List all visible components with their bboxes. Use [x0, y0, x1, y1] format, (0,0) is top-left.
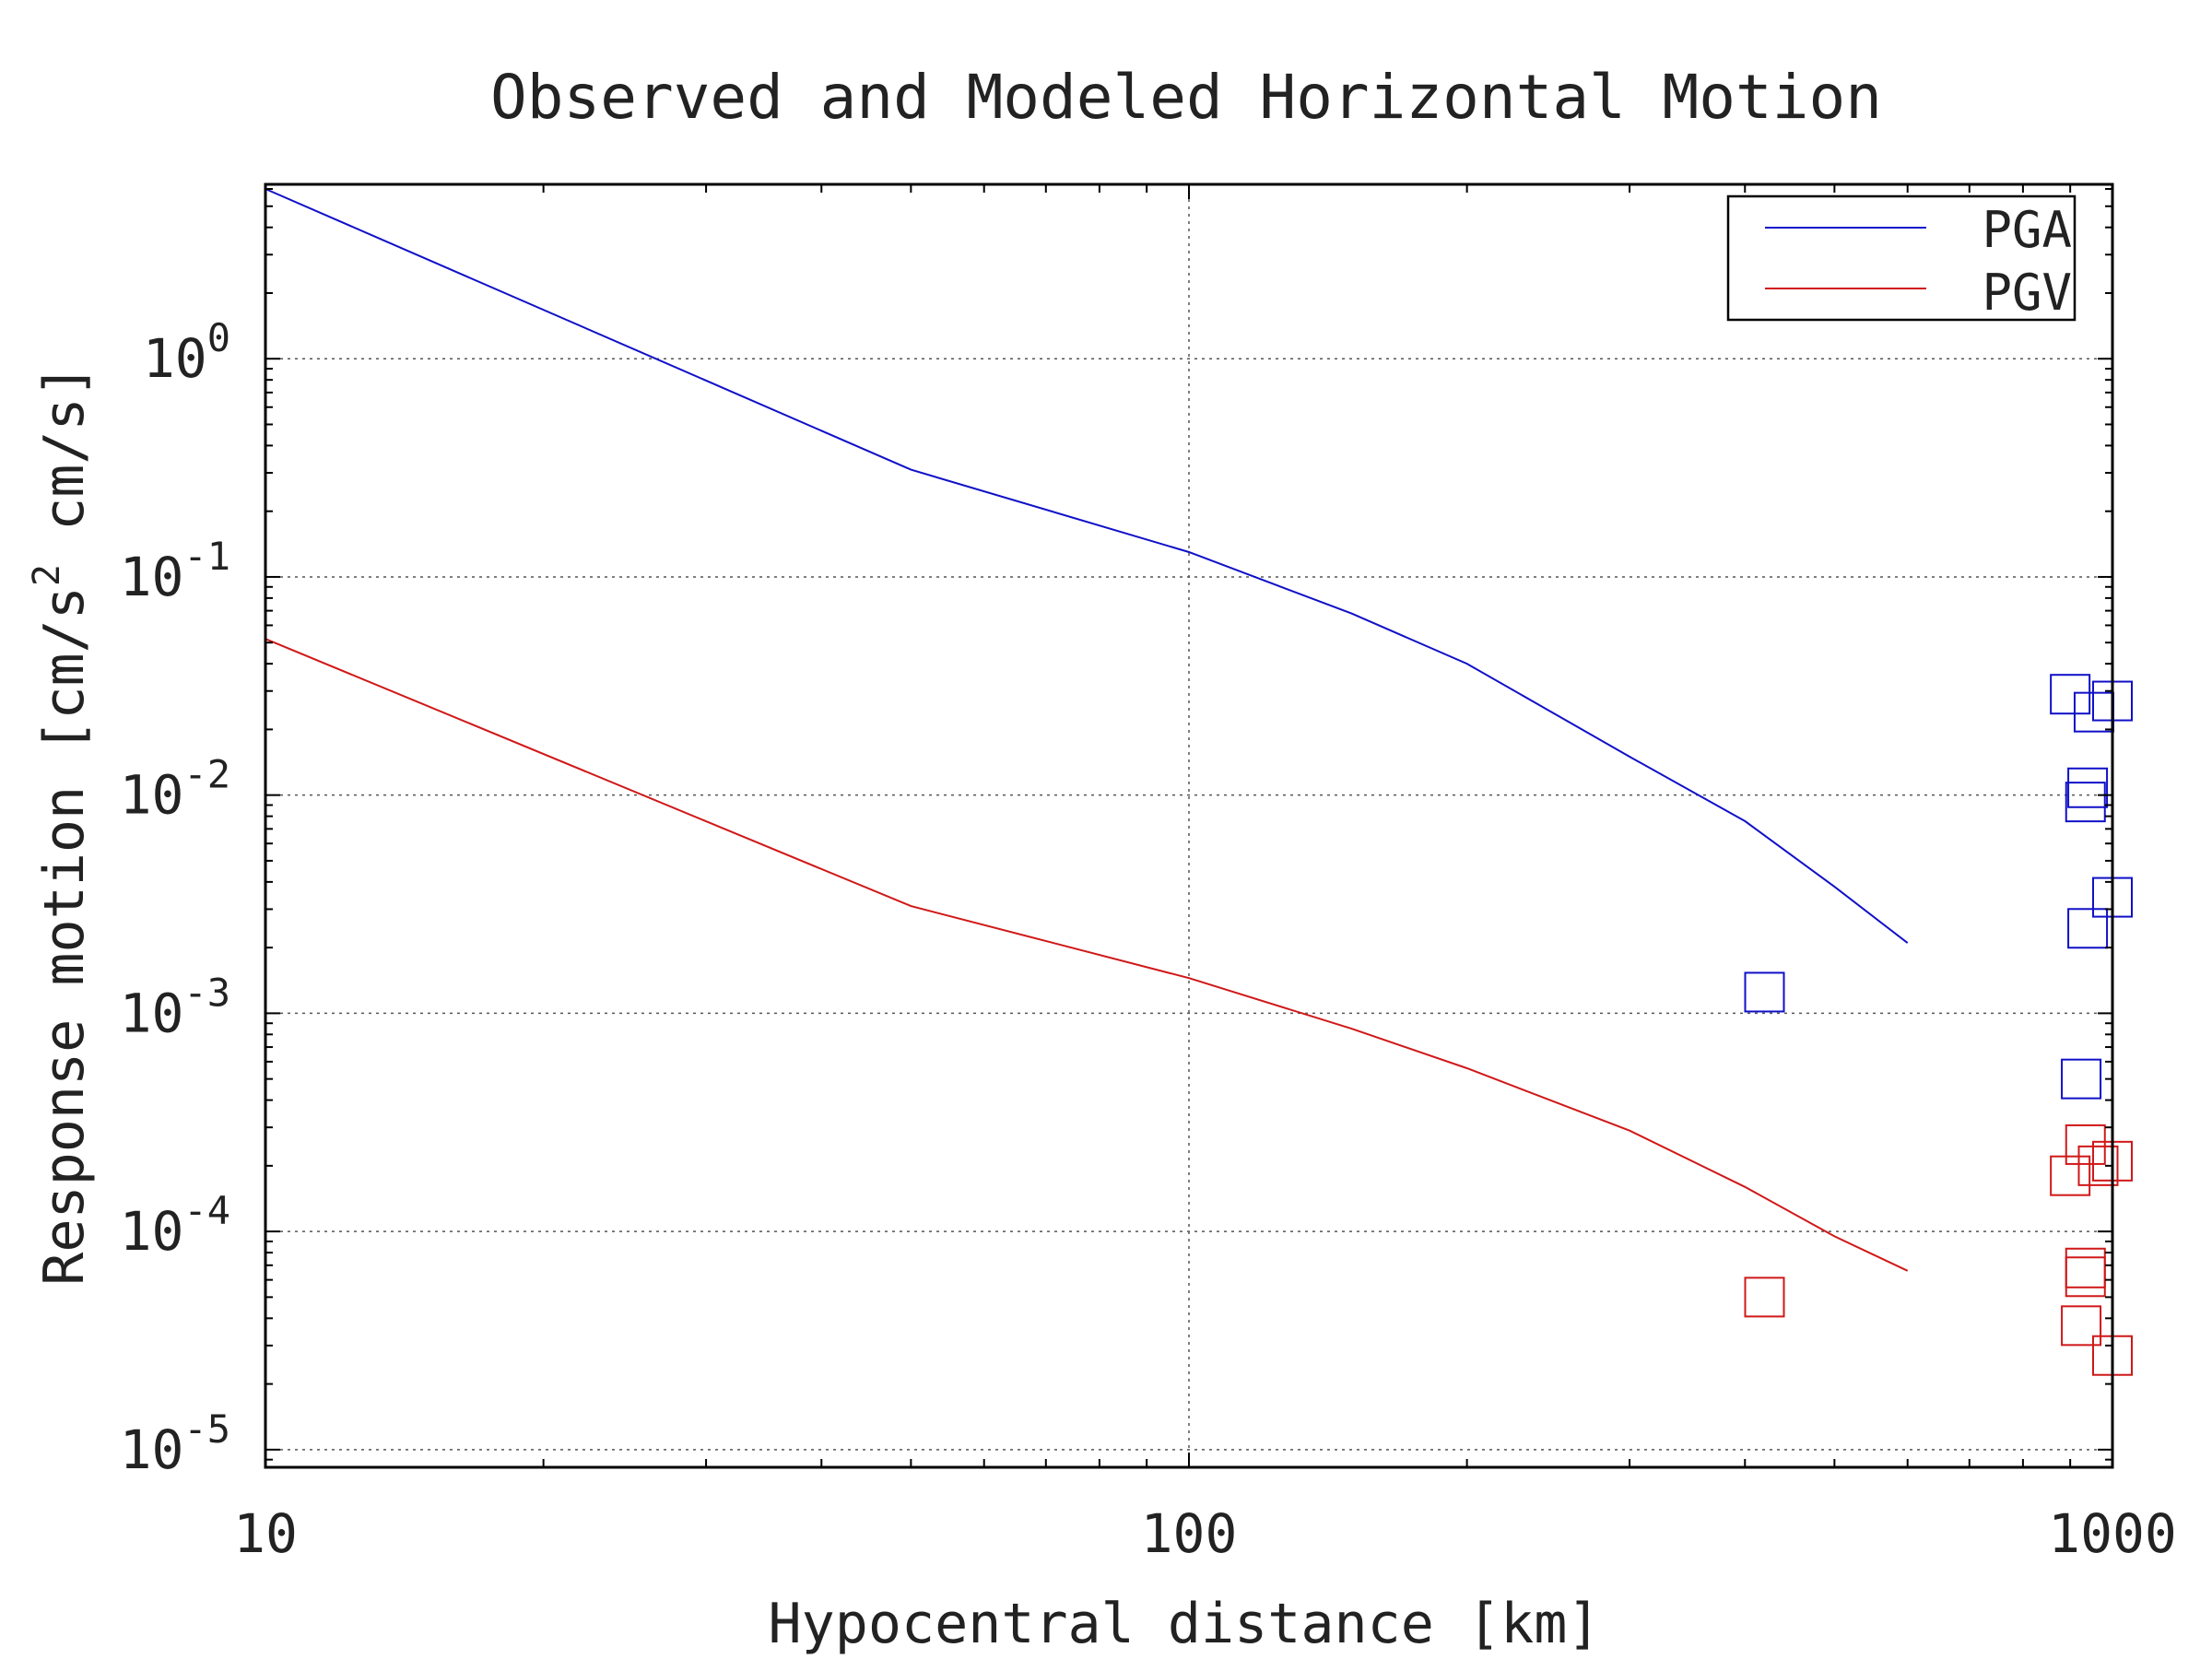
plot-frame: [264, 182, 2114, 1469]
y-tick-label-base: 10: [120, 982, 184, 1044]
legend: PGA PGV: [1726, 194, 2077, 322]
y-tick-label-base: 10: [143, 327, 207, 390]
y-tick-label-exponent: -5: [183, 1406, 230, 1452]
y-tick-label-exponent: -1: [183, 534, 230, 579]
y-tick-label: 10-5: [120, 1406, 230, 1481]
y-tick-label: 10-2: [120, 752, 230, 827]
model-line-pga: [265, 188, 1909, 944]
y-tick-label-base: 10: [120, 1418, 184, 1481]
observed-marker-pgv: [2077, 1145, 2119, 1186]
observed-marker-pga: [2067, 908, 2109, 949]
y-tick-label: 100: [143, 315, 230, 390]
y-axis-label-superscript: 2: [26, 564, 68, 586]
observed-marker-pga: [2067, 767, 2109, 808]
legend-label-pga: PGA: [1982, 201, 2072, 259]
model-line-pgv: [265, 638, 1909, 1272]
x-tick-label: 100: [1141, 1502, 1238, 1565]
observed-marker-pga: [1744, 971, 1785, 1013]
observed-marker-pgv: [1744, 1277, 1785, 1318]
chart-title: Observed and Modeled Horizontal Motion: [490, 62, 1882, 133]
y-tick-label-base: 10: [120, 546, 184, 608]
y-tick-label-exponent: -3: [183, 970, 230, 1015]
y-axis-label-main: Response motion [cm/s: [32, 586, 97, 1286]
grid-lines: [265, 184, 2112, 1467]
y-tick-label-base: 10: [120, 764, 184, 827]
observed-marker-pgv: [2050, 1155, 2091, 1196]
legend-label-pgv: PGV: [1982, 264, 2072, 322]
y-tick-label: 10-1: [120, 534, 230, 608]
y-tick-label: 10-3: [120, 970, 230, 1044]
x-axis-label: Hypocentral distance [km]: [768, 1592, 1600, 1656]
x-tick-label: 10: [233, 1502, 298, 1565]
y-axis-label-unit: cm/s]: [32, 364, 97, 564]
observed-marker-pga: [2061, 1058, 2102, 1100]
observed-marker-pga: [2050, 674, 2091, 715]
y-tick-label: 10-4: [120, 1188, 230, 1263]
y-tick-label-exponent: 0: [207, 315, 230, 360]
model-lines: [265, 188, 1909, 1272]
y-tick-label-exponent: -2: [183, 752, 230, 797]
observed-marker-pgv: [2065, 1124, 2106, 1165]
observed-marker-pgv: [2061, 1305, 2102, 1347]
legend-box: [1726, 194, 2077, 322]
observed-marker-pgv: [2065, 1256, 2106, 1298]
y-axis-label: Response motion [cm/s2 cm/s]: [26, 364, 97, 1285]
y-tick-label-exponent: -4: [183, 1188, 230, 1233]
observed-marker-pga: [2065, 782, 2106, 823]
x-tick-label: 1000: [2048, 1502, 2177, 1565]
y-tick-label-base: 10: [120, 1200, 184, 1263]
